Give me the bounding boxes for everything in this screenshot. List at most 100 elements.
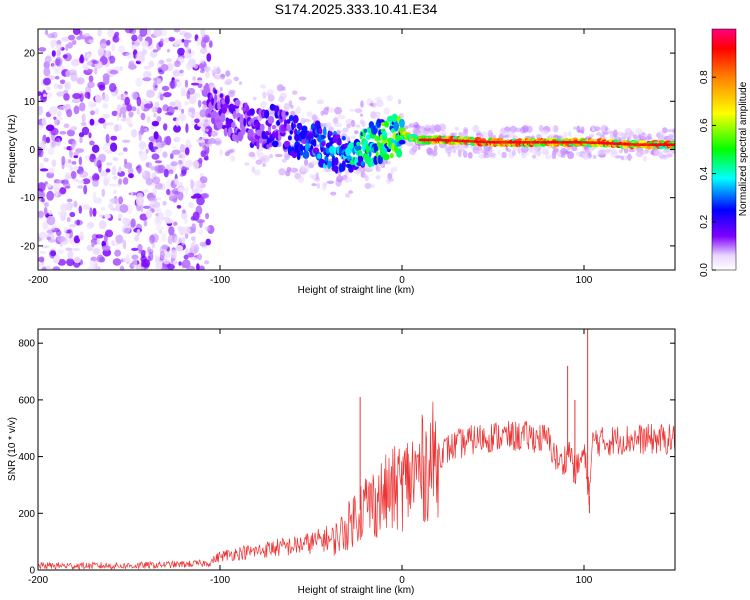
heatmap-cell xyxy=(145,29,152,36)
heatmap-cell xyxy=(123,158,128,164)
heatmap-cell xyxy=(501,140,505,144)
heatmap-cell xyxy=(328,145,336,154)
heatmap-cell xyxy=(536,140,540,144)
heatmap-cell xyxy=(92,179,99,188)
heatmap-cell xyxy=(111,43,115,52)
heatmap-cell xyxy=(69,148,73,158)
heatmap-cell xyxy=(53,254,60,264)
heatmap-cell xyxy=(184,218,188,225)
heatmap-cell xyxy=(297,122,303,131)
heatmap-cell xyxy=(481,140,486,144)
heatmap-cell xyxy=(294,109,299,116)
heatmap-cell xyxy=(382,135,387,141)
heatmap-cell xyxy=(249,108,255,116)
heatmap-cell xyxy=(111,110,119,117)
heatmap-cell xyxy=(98,154,106,163)
heatmap-cell xyxy=(64,175,72,180)
heatmap-cell xyxy=(360,100,364,108)
heatmap-cell xyxy=(128,64,137,70)
heatmap-cell xyxy=(151,120,160,127)
heatmap-cell xyxy=(170,161,178,167)
heatmap-cell xyxy=(122,139,131,143)
heatmap-cell xyxy=(69,165,73,172)
heatmap-cell xyxy=(575,140,580,144)
heatmap-cell xyxy=(154,182,163,190)
heatmap-cell xyxy=(281,110,287,119)
heatmap-cell xyxy=(596,132,602,136)
heatmap-cell xyxy=(110,142,118,152)
heatmap-cell xyxy=(214,68,222,75)
heatmap-cell xyxy=(141,49,146,57)
heatmap-cell xyxy=(645,143,649,147)
heatmap-cell xyxy=(154,101,160,108)
heatmap-cell xyxy=(495,140,499,144)
heatmap-cell xyxy=(42,93,47,98)
heatmap-cell xyxy=(94,66,98,75)
heatmap-cell xyxy=(341,135,346,141)
x-tick-label: -200 xyxy=(28,275,48,286)
heatmap-cell xyxy=(171,145,177,149)
heatmap-cell xyxy=(105,122,115,126)
heatmap-cell xyxy=(258,137,263,144)
heatmap-cell xyxy=(191,188,198,194)
heatmap-cell xyxy=(479,133,484,138)
heatmap-cell xyxy=(259,123,265,132)
heatmap-cell xyxy=(252,96,257,101)
heatmap-cell xyxy=(92,207,97,217)
heatmap-cell xyxy=(229,148,235,153)
heatmap-cell xyxy=(279,92,287,100)
heatmap-cell xyxy=(671,143,675,147)
heatmap-cell xyxy=(195,205,203,216)
heatmap-cell xyxy=(77,179,84,184)
heatmap-cell xyxy=(576,125,581,133)
heatmap-cell xyxy=(159,250,165,260)
heatmap-cell xyxy=(198,139,206,148)
heatmap-cell xyxy=(59,243,64,248)
heatmap-cell xyxy=(311,183,317,187)
heatmap-cell xyxy=(472,125,480,133)
heatmap-cell xyxy=(575,151,582,156)
colorbar-gradient xyxy=(711,28,737,271)
heatmap-cell xyxy=(56,91,65,97)
heatmap-cell xyxy=(219,93,224,99)
heatmap-cell xyxy=(542,151,550,155)
heatmap-cell xyxy=(163,136,169,144)
heatmap-cell xyxy=(155,216,161,224)
heatmap-cell xyxy=(174,178,178,185)
heatmap-cell xyxy=(302,150,310,159)
heatmap-cell xyxy=(591,127,596,132)
heatmap-cell xyxy=(66,129,75,137)
heatmap-cell xyxy=(197,99,202,108)
heatmap-cell xyxy=(398,139,406,145)
heatmap-cell xyxy=(418,125,426,130)
heatmap-cell xyxy=(164,251,171,259)
heatmap-cell xyxy=(393,166,397,172)
heatmap-cell xyxy=(122,217,130,226)
heatmap-cell xyxy=(604,127,608,132)
heatmap-cell xyxy=(164,219,174,224)
heatmap-cell xyxy=(330,191,337,196)
heatmap-cell xyxy=(399,118,405,128)
heatmap-cell xyxy=(386,95,393,102)
heatmap-cell xyxy=(106,39,111,46)
heatmap-cell xyxy=(610,149,618,158)
heatmap-cell xyxy=(360,113,363,117)
heatmap-cell xyxy=(647,143,652,147)
heatmap-cell xyxy=(175,245,184,252)
heatmap-cell xyxy=(300,129,306,139)
heatmap-cell xyxy=(232,111,237,119)
heatmap-cell xyxy=(157,62,161,70)
y-tick-label: 0 xyxy=(29,566,35,577)
heatmap-cell xyxy=(62,103,71,110)
heatmap-cell xyxy=(128,111,134,118)
heatmap-cell xyxy=(130,190,134,196)
heatmap-cell xyxy=(131,254,139,260)
heatmap-cell xyxy=(107,29,115,38)
heatmap-cell xyxy=(612,129,618,138)
heatmap-cell xyxy=(76,77,85,85)
heatmap-cell xyxy=(42,221,49,230)
heatmap-cell xyxy=(152,49,159,53)
heatmap-cell xyxy=(380,122,386,127)
heatmap-cell xyxy=(173,29,181,33)
heatmap-cell xyxy=(397,99,402,105)
